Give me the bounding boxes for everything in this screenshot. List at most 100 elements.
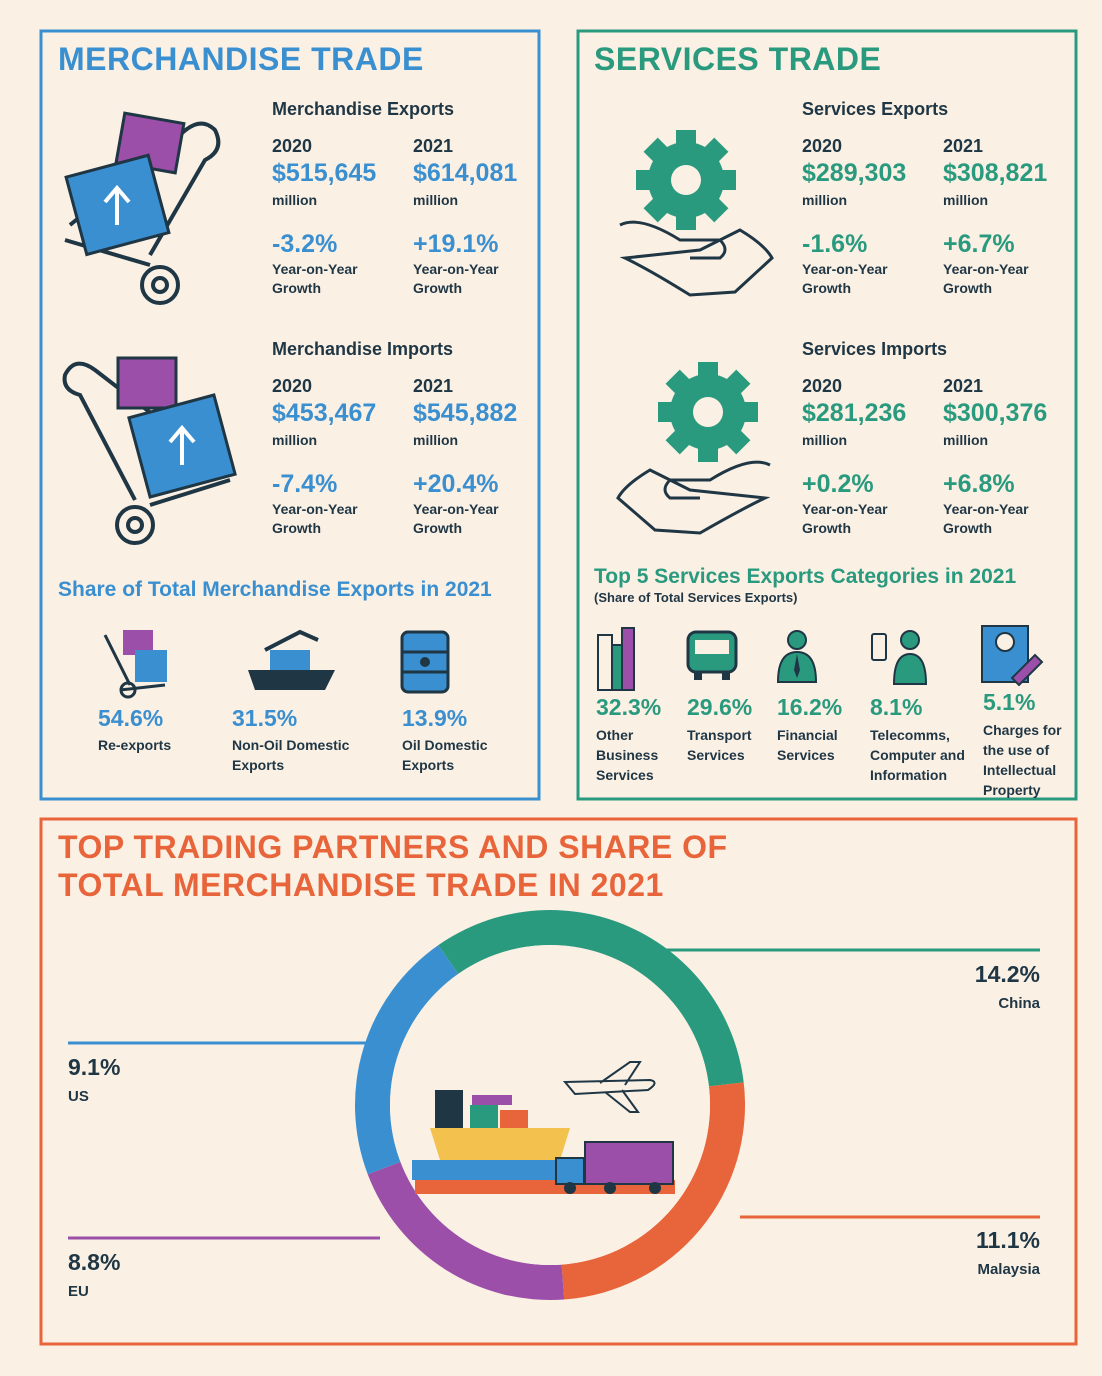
unit: million — [272, 432, 318, 448]
growth-label: Year-on-Year Growth — [272, 261, 358, 296]
growth: -3.2% — [272, 230, 338, 258]
donut-segment — [438, 910, 744, 1087]
reexport-icon — [103, 630, 167, 699]
unit: million — [413, 432, 459, 448]
growth: -1.6% — [802, 230, 868, 258]
year: 2021 — [943, 136, 984, 156]
growth: +0.2% — [802, 470, 874, 498]
unit: million — [802, 192, 848, 208]
person-icon — [776, 630, 818, 683]
trade-value: $281,236 — [802, 399, 907, 427]
category-label: Financial Services — [777, 727, 838, 763]
year: 2020 — [272, 376, 313, 396]
gear-icon — [658, 362, 758, 462]
section-heading: Services Exports — [802, 99, 949, 119]
top5-title: Top 5 Services Exports Categories in 202… — [594, 565, 1017, 588]
buildings-icon — [597, 627, 635, 691]
year: 2021 — [943, 376, 984, 396]
trade-value: $614,081 — [413, 159, 518, 187]
partner-share: 14.2% — [974, 961, 1040, 987]
arrow-icon — [168, 424, 196, 465]
partner-name: EU — [68, 1283, 89, 1300]
category-label: Transport Services — [687, 727, 752, 763]
ship-icon — [248, 629, 335, 690]
section-heading: Merchandise Exports — [272, 99, 455, 119]
bus-icon — [686, 630, 738, 680]
trade-value: $300,376 — [943, 399, 1048, 427]
box-icon — [116, 356, 178, 410]
year: 2020 — [802, 136, 843, 156]
category-label: Charges for the use of Intellectual Prop… — [983, 722, 1062, 798]
growth-label: Year-on-Year Growth — [943, 501, 1029, 536]
share-label: Non-Oil Domestic Exports — [232, 737, 350, 773]
donut-segment — [367, 1161, 565, 1300]
unit: million — [272, 192, 318, 208]
share-title: Share of Total Merchandise Exports in 20… — [58, 578, 492, 601]
top5-subtitle: (Share of Total Services Exports) — [594, 590, 798, 605]
partner-name: China — [998, 995, 1040, 1012]
hand-icon — [616, 460, 771, 535]
transport-illustration — [412, 1061, 675, 1194]
panel-title: SERVICES TRADE — [594, 41, 882, 77]
hand-icon — [619, 220, 774, 297]
growth: +20.4% — [413, 470, 499, 498]
section-heading: Merchandise Imports — [272, 339, 454, 359]
growth: +6.7% — [943, 230, 1015, 258]
growth-label: Year-on-Year Growth — [943, 261, 1029, 296]
unit: million — [802, 432, 848, 448]
trade-value: $289,303 — [802, 159, 907, 187]
year: 2020 — [272, 136, 313, 156]
unit: million — [413, 192, 459, 208]
category-label: Telecomms, Computer and Information — [870, 727, 965, 783]
year: 2020 — [802, 376, 843, 396]
growth-label: Year-on-Year Growth — [802, 261, 888, 296]
gear-icon — [636, 130, 736, 230]
partner-name: US — [68, 1088, 89, 1105]
growth-label: Year-on-Year Growth — [272, 501, 358, 536]
year: 2021 — [413, 136, 454, 156]
telecom-icon — [871, 630, 928, 685]
category-label: Other Business Services — [596, 727, 659, 783]
merchandise-panel — [39, 29, 541, 801]
services-panel — [576, 29, 1078, 801]
arrow-icon — [103, 184, 131, 225]
trade-value: $545,882 — [413, 399, 518, 427]
share-value: 31.5% — [232, 705, 298, 731]
trade-value: $515,645 — [272, 159, 377, 187]
growth-label: Year-on-Year Growth — [802, 501, 888, 536]
category-value: 8.1% — [870, 694, 923, 720]
share-value: 13.9% — [402, 705, 468, 731]
ip-icon — [981, 625, 1044, 687]
year: 2021 — [413, 376, 454, 396]
category-value: 5.1% — [983, 689, 1036, 715]
partner-share: 11.1% — [976, 1227, 1040, 1253]
growth-label: Year-on-Year Growth — [413, 261, 499, 296]
partner-share: 8.8% — [68, 1249, 121, 1275]
growth: +19.1% — [413, 230, 499, 258]
partner-share: 9.1% — [68, 1054, 121, 1080]
category-value: 29.6% — [687, 694, 753, 720]
share-value: 54.6% — [98, 705, 164, 731]
category-value: 32.3% — [596, 694, 662, 720]
partner-name: Malaysia — [977, 1261, 1040, 1278]
trolley-icon — [62, 361, 231, 545]
donut-segment — [561, 1082, 745, 1300]
barrel-icon — [400, 630, 450, 694]
section-heading: Services Imports — [802, 339, 948, 359]
category-value: 16.2% — [777, 694, 843, 720]
donut-segment — [355, 945, 459, 1175]
trade-value: $453,467 — [272, 399, 377, 427]
unit: million — [943, 432, 989, 448]
trolley-icon — [64, 121, 221, 305]
growth: +6.8% — [943, 470, 1015, 498]
trade-value: $308,821 — [943, 159, 1048, 187]
chart-title: TOP TRADING PARTNERS AND SHARE OF TOTAL … — [58, 829, 728, 903]
partners-panel — [39, 817, 1078, 1346]
unit: million — [943, 192, 989, 208]
growth: -7.4% — [272, 470, 338, 498]
panel-title: MERCHANDISE TRADE — [58, 41, 424, 77]
share-label: Oil Domestic Exports — [402, 737, 488, 773]
